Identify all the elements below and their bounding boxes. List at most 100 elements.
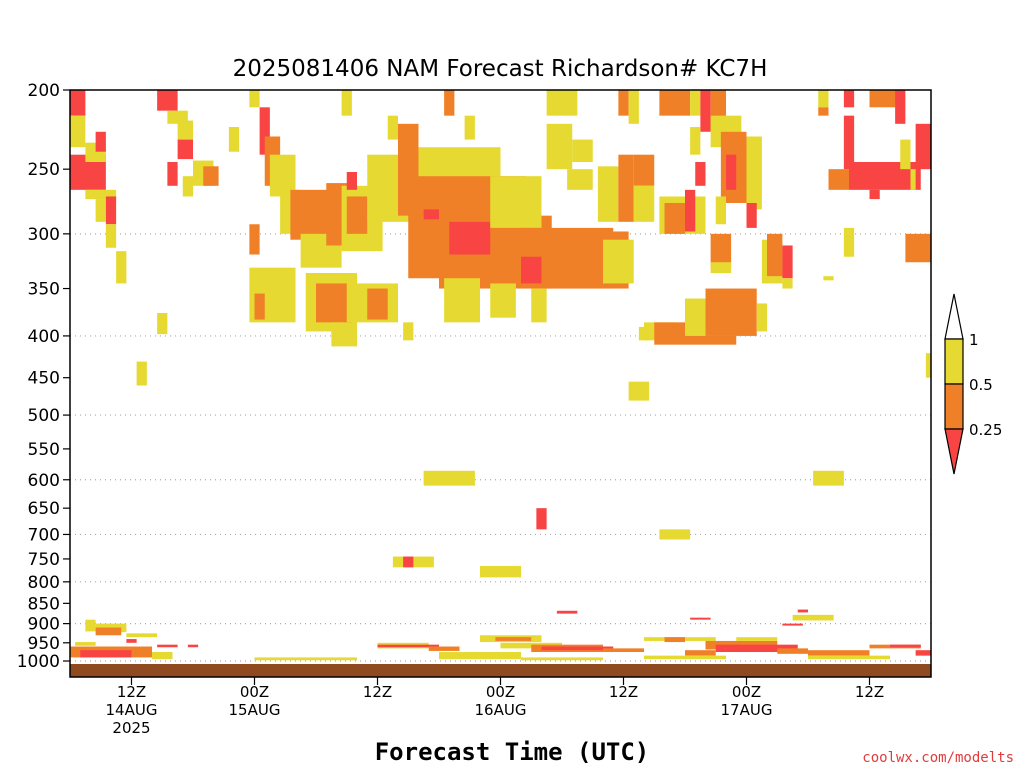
ri-cell-red — [685, 189, 696, 232]
ri-cell-red — [915, 123, 931, 170]
ri-cell-orange — [346, 196, 368, 234]
ri-cell-yellow — [715, 196, 726, 225]
ri-cell-red — [895, 90, 906, 124]
ri-cell-orange — [428, 646, 460, 651]
ri-cell-red — [715, 644, 798, 653]
ri-cell-yellow — [387, 115, 398, 140]
credit-text: coolwx.com/modelts — [862, 750, 1014, 766]
ri-cell-yellow — [628, 90, 639, 124]
ri-cell-yellow — [136, 361, 147, 386]
y-tick-label: 750 — [28, 550, 60, 570]
ri-cell-yellow — [95, 199, 106, 222]
y-tick-label: 700 — [28, 525, 60, 545]
y-tick-label: 600 — [28, 471, 60, 491]
ri-cell-yellow — [490, 176, 542, 228]
ri-cell-yellow — [439, 652, 521, 660]
colorbar-top-arrow — [944, 293, 964, 340]
data-regions — [70, 90, 931, 661]
ri-cell-yellow — [659, 529, 691, 540]
ri-cell-orange — [603, 648, 644, 653]
y-tick-label: 650 — [28, 499, 60, 519]
ri-cell-orange — [495, 637, 532, 641]
ri-cell-orange — [767, 233, 783, 277]
ri-cell-yellow — [521, 657, 603, 661]
ri-cell-red — [890, 644, 921, 648]
colorbar-label: 1 — [969, 331, 979, 349]
y-tick-label: 200 — [28, 81, 60, 101]
ri-cell-orange — [705, 288, 757, 336]
x-tick-label: 14AUG — [106, 701, 158, 719]
ri-cell-red — [843, 115, 855, 170]
colorbar-label: 0.25 — [969, 421, 1002, 439]
ri-cell-red — [423, 209, 439, 220]
ri-cell-red — [695, 161, 706, 186]
ri-cell-yellow — [464, 115, 475, 140]
y-tick-label: 1000 — [17, 652, 60, 672]
x-tick-label: 12Z — [855, 683, 884, 701]
colorbar-bin — [944, 383, 964, 430]
ri-cell-yellow — [808, 655, 890, 660]
ri-cell-yellow — [182, 176, 193, 197]
ri-cell-yellow — [105, 224, 117, 248]
y-tick-label: 550 — [28, 440, 60, 460]
ri-cell-orange — [444, 90, 455, 116]
y-tick-label: 950 — [28, 634, 60, 654]
colorbar-label: 0.5 — [969, 376, 993, 394]
ri-cell-orange — [618, 154, 634, 222]
ri-cell-yellow — [546, 90, 578, 116]
ri-cell-yellow — [813, 470, 844, 486]
ri-cell-yellow — [597, 166, 619, 222]
y-tick-label: 850 — [28, 594, 60, 614]
ri-cell-yellow — [331, 322, 357, 347]
ri-cell-yellow — [116, 251, 127, 284]
ri-cell-orange — [367, 288, 388, 320]
ri-cell-red — [690, 617, 711, 620]
ri-cell-yellow — [572, 139, 593, 162]
ri-cell-yellow — [85, 619, 96, 632]
ri-cell-red — [167, 161, 178, 186]
ri-cell-yellow — [490, 283, 516, 318]
colorbar: 1 0.5 0.25 — [944, 293, 1002, 475]
ri-cell-red — [449, 221, 491, 255]
ri-cell-yellow — [756, 303, 767, 332]
ri-cell-yellow — [843, 227, 855, 257]
ri-cell-yellow — [546, 123, 573, 170]
ri-cell-yellow — [423, 470, 475, 486]
ri-cell-yellow — [254, 657, 357, 661]
ri-cell-yellow — [644, 655, 726, 660]
x-tick-label: 12Z — [117, 683, 146, 701]
ri-cell-yellow — [603, 239, 634, 284]
ri-cell-orange — [664, 637, 685, 643]
ri-cell-yellow — [746, 136, 762, 210]
ri-cell-orange — [818, 107, 829, 116]
ri-cell-orange — [828, 169, 849, 190]
x-tick-label: 00Z — [732, 683, 761, 701]
y-tick-label: 350 — [28, 280, 60, 300]
ri-cell-yellow — [157, 313, 168, 335]
ri-cell-orange — [633, 154, 655, 186]
y-tick-label: 450 — [28, 369, 60, 389]
ri-cell-yellow — [690, 90, 701, 116]
ri-cell-yellow — [70, 115, 86, 148]
ri-cell-red — [726, 154, 737, 190]
y-tick-label: 250 — [28, 160, 60, 180]
ri-cell-red — [80, 650, 132, 658]
ri-cell-yellow — [167, 110, 188, 124]
ri-cell-yellow — [85, 189, 117, 200]
ri-cell-orange — [249, 224, 260, 255]
ri-cell-yellow — [75, 642, 96, 646]
ri-cell-red — [187, 644, 199, 648]
x-tick-label: 00Z — [240, 683, 269, 701]
ri-cell-orange — [808, 650, 870, 656]
ri-cell-red — [177, 139, 193, 160]
ri-cell-red — [536, 508, 547, 530]
ri-cell-red — [95, 131, 106, 152]
ri-cell-red — [105, 196, 117, 225]
ri-cell-orange — [659, 90, 691, 116]
ri-cell-yellow — [633, 185, 655, 222]
ri-cell-red — [157, 644, 178, 648]
x-axis-label: Forecast Time (UTC) — [375, 738, 650, 766]
y-axis: 200 250 300 350 400 450 500 550 600 650 700 750 8008… — [17, 81, 70, 672]
ri-cell-orange — [664, 202, 685, 234]
